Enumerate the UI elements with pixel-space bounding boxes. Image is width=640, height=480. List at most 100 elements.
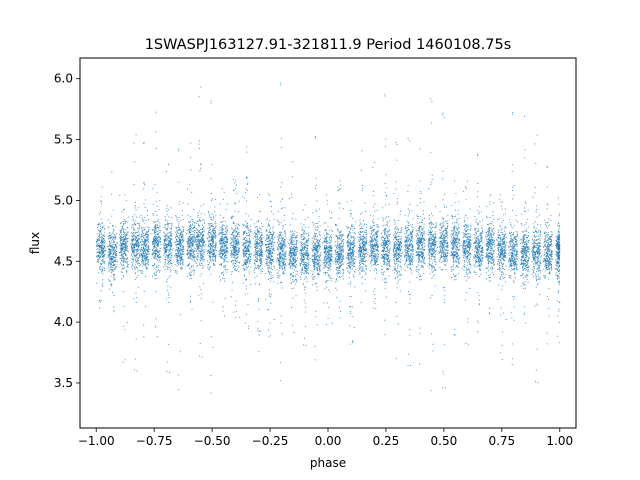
data-point [120,238,122,240]
data-point [236,234,238,236]
data-point [171,226,173,228]
data-point [155,243,157,245]
data-point [169,258,171,260]
data-point [167,163,170,165]
data-point [245,235,248,237]
data-point [257,252,259,254]
data-point [244,261,246,263]
data-point [224,230,226,232]
data-point [269,263,271,265]
data-point [113,311,115,313]
data-point [170,248,172,251]
data-point [252,237,254,239]
data-point [103,249,105,252]
data-point [258,256,260,258]
data-point [110,284,112,286]
data-point [253,254,255,257]
data-point [290,231,292,233]
data-point [123,244,125,246]
data-point [256,228,258,230]
data-point [307,216,309,219]
data-point [200,240,203,242]
data-point [182,264,184,266]
data-point [171,252,173,254]
data-point [199,229,201,231]
data-point [111,193,113,196]
data-point [124,241,126,243]
data-point [210,225,212,227]
data-point [156,243,158,245]
data-point [158,256,160,258]
data-point [145,252,147,254]
data-point [141,233,143,235]
data-point [174,241,176,243]
data-point [176,235,178,237]
data-point [232,240,234,242]
data-point [271,246,273,248]
data-point [314,257,316,259]
data-point [280,233,282,235]
data-point [159,222,161,224]
data-point [110,263,112,265]
data-point [247,303,249,306]
data-point [111,238,113,240]
data-point [100,246,103,248]
data-point [207,238,209,240]
data-point [237,268,239,270]
data-point [168,232,170,234]
data-point [212,214,214,216]
data-point [219,239,221,242]
data-point [113,275,115,277]
data-point [281,207,283,209]
data-point [293,253,295,255]
data-point [255,245,257,247]
data-point [238,240,240,242]
data-point [254,252,256,254]
data-point [221,247,223,249]
data-point [289,251,292,253]
data-point [235,245,237,247]
data-point [125,200,127,202]
data-point [233,236,235,238]
data-point [187,257,189,259]
data-point [104,263,106,265]
data-point [152,238,155,240]
data-point [278,235,280,237]
data-point [159,259,161,261]
data-point [110,237,112,239]
data-point [290,245,292,247]
data-point [167,257,169,259]
data-point [122,246,124,248]
data-point [244,269,246,272]
data-point [225,228,227,230]
data-point [231,228,233,230]
data-point [266,244,268,246]
data-point [249,240,251,242]
data-point [191,227,193,229]
data-point [135,223,137,225]
data-point [213,262,215,264]
data-point [167,220,169,222]
data-point [235,227,237,229]
data-point [242,232,244,235]
data-point [121,234,123,236]
data-point [191,259,193,261]
data-point [214,222,216,224]
data-point [99,250,101,252]
data-point [189,244,191,246]
data-point [165,238,167,240]
data-point [284,252,286,254]
data-point [269,271,271,273]
data-point [97,254,100,256]
data-point [175,238,177,240]
data-point [212,242,214,244]
data-point [142,232,144,235]
data-point [143,203,145,205]
data-point [223,277,225,279]
data-point [147,264,149,266]
data-point [124,245,126,247]
data-point [226,250,228,252]
data-point [246,313,248,315]
data-point [183,229,185,231]
data-point [159,240,161,242]
